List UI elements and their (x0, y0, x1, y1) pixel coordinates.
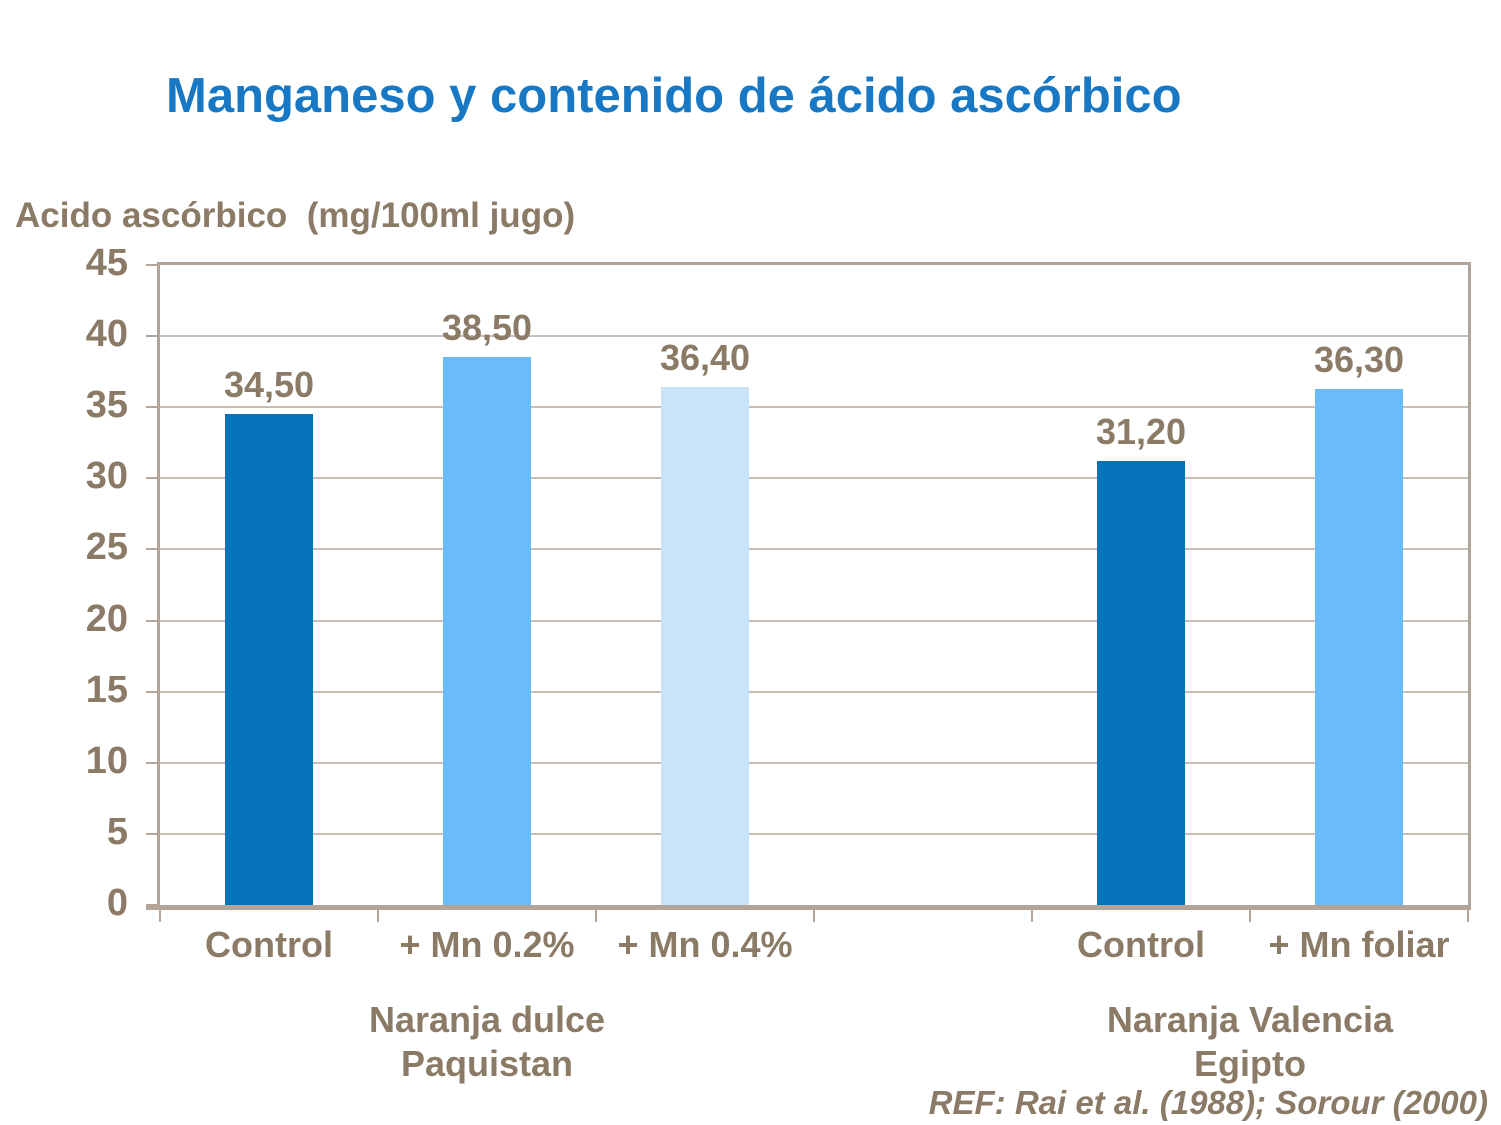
y-tick-label-10: 10 (85, 739, 128, 782)
y-tick-mark-30 (146, 477, 160, 480)
category-label-5: + Mn foliar (1268, 924, 1450, 965)
x-tick-mark-0 (159, 910, 161, 922)
x-tick-mark-6 (1467, 910, 1469, 922)
group-label-naranja-valencia-egipto: Naranja Valencia Egipto (990, 998, 1501, 1086)
group-label-line1: Naranja dulce (368, 999, 606, 1040)
category-label-1: Control (205, 924, 333, 965)
gridline-35 (160, 406, 1468, 409)
bar-1-control (225, 414, 313, 905)
group-label-naranja-dulce-paquistan: Naranja dulce Paquistan (227, 998, 747, 1086)
y-tick-label-40: 40 (85, 313, 128, 356)
y-tick-label-0: 0 (106, 882, 128, 924)
value-label-1: 34,50 (223, 364, 315, 406)
plot-area (157, 262, 1471, 910)
y-tick-label-25: 25 (85, 526, 128, 569)
x-tick-mark-4 (1031, 910, 1033, 922)
x-tick-mark-5 (1249, 910, 1251, 922)
group-label-line2: Paquistan (400, 1043, 574, 1084)
value-label-5: 36,30 (1313, 338, 1405, 380)
y-tick-label-20: 20 (85, 597, 128, 640)
x-tick-mark-1 (377, 910, 379, 922)
bar-2--mn-0-2- (443, 357, 531, 905)
category-label-4: Control (1077, 924, 1205, 965)
gridline-40 (160, 335, 1468, 338)
x-tick-mark-3 (813, 910, 815, 922)
group-label-line1: Naranja Valencia (1106, 999, 1394, 1040)
gridline-10 (160, 761, 1468, 764)
x-axis-stub (146, 905, 160, 910)
group-label-line2: Egipto (1194, 1043, 1306, 1084)
gridline-5 (160, 832, 1468, 835)
gridline-25 (160, 548, 1468, 551)
y-tick-mark-15 (146, 690, 160, 693)
y-tick-mark-25 (146, 548, 160, 551)
category-label-3: + Mn 0.4% (617, 924, 793, 965)
y-tick-mark-20 (146, 619, 160, 622)
gridline-30 (160, 477, 1468, 480)
y-tick-mark-5 (146, 832, 160, 835)
y-tick-mark-40 (146, 335, 160, 338)
y-tick-label-35: 35 (85, 384, 128, 427)
value-label-4: 31,20 (1095, 411, 1187, 453)
y-tick-label-15: 15 (85, 668, 128, 711)
y-axis-title: Acido ascórbico (mg/100ml jugo) (15, 196, 576, 235)
category-label-2: + Mn 0.2% (399, 924, 575, 965)
value-label-2: 38,50 (441, 307, 533, 349)
y-tick-mark-10 (146, 761, 160, 764)
x-tick-mark-2 (595, 910, 597, 922)
gridline-20 (160, 619, 1468, 622)
y-tick-mark-35 (146, 406, 160, 409)
y-tick-label-30: 30 (85, 455, 128, 498)
value-label-3: 36,40 (659, 337, 751, 379)
bar-5--mn-foliar (1315, 388, 1403, 905)
gridline-15 (160, 690, 1468, 693)
bar-4-control (1097, 461, 1185, 905)
chart-title: Manganeso y contenido de ácido ascórbico (166, 69, 1182, 123)
bar-3--mn-0-4- (661, 387, 749, 905)
y-tick-label-5: 5 (106, 810, 128, 853)
y-tick-mark-45 (146, 264, 160, 266)
reference-citation: REF: Rai et al. (1988); Sorour (2000) (928, 1084, 1488, 1121)
y-tick-label-45: 45 (85, 242, 128, 284)
